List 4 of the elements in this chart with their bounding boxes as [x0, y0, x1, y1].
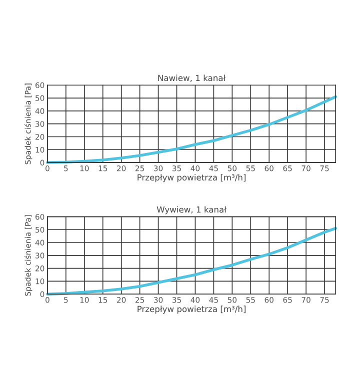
- chart-title: Wywiew, 1 kanał: [156, 206, 226, 214]
- x-axis-title: Przepływ powietrza [m³/h]: [138, 174, 246, 182]
- chart-title: Nawiew, 1 kanał: [158, 74, 226, 82]
- x-axis-title: Przepływ powietrza [m³/h]: [138, 306, 246, 314]
